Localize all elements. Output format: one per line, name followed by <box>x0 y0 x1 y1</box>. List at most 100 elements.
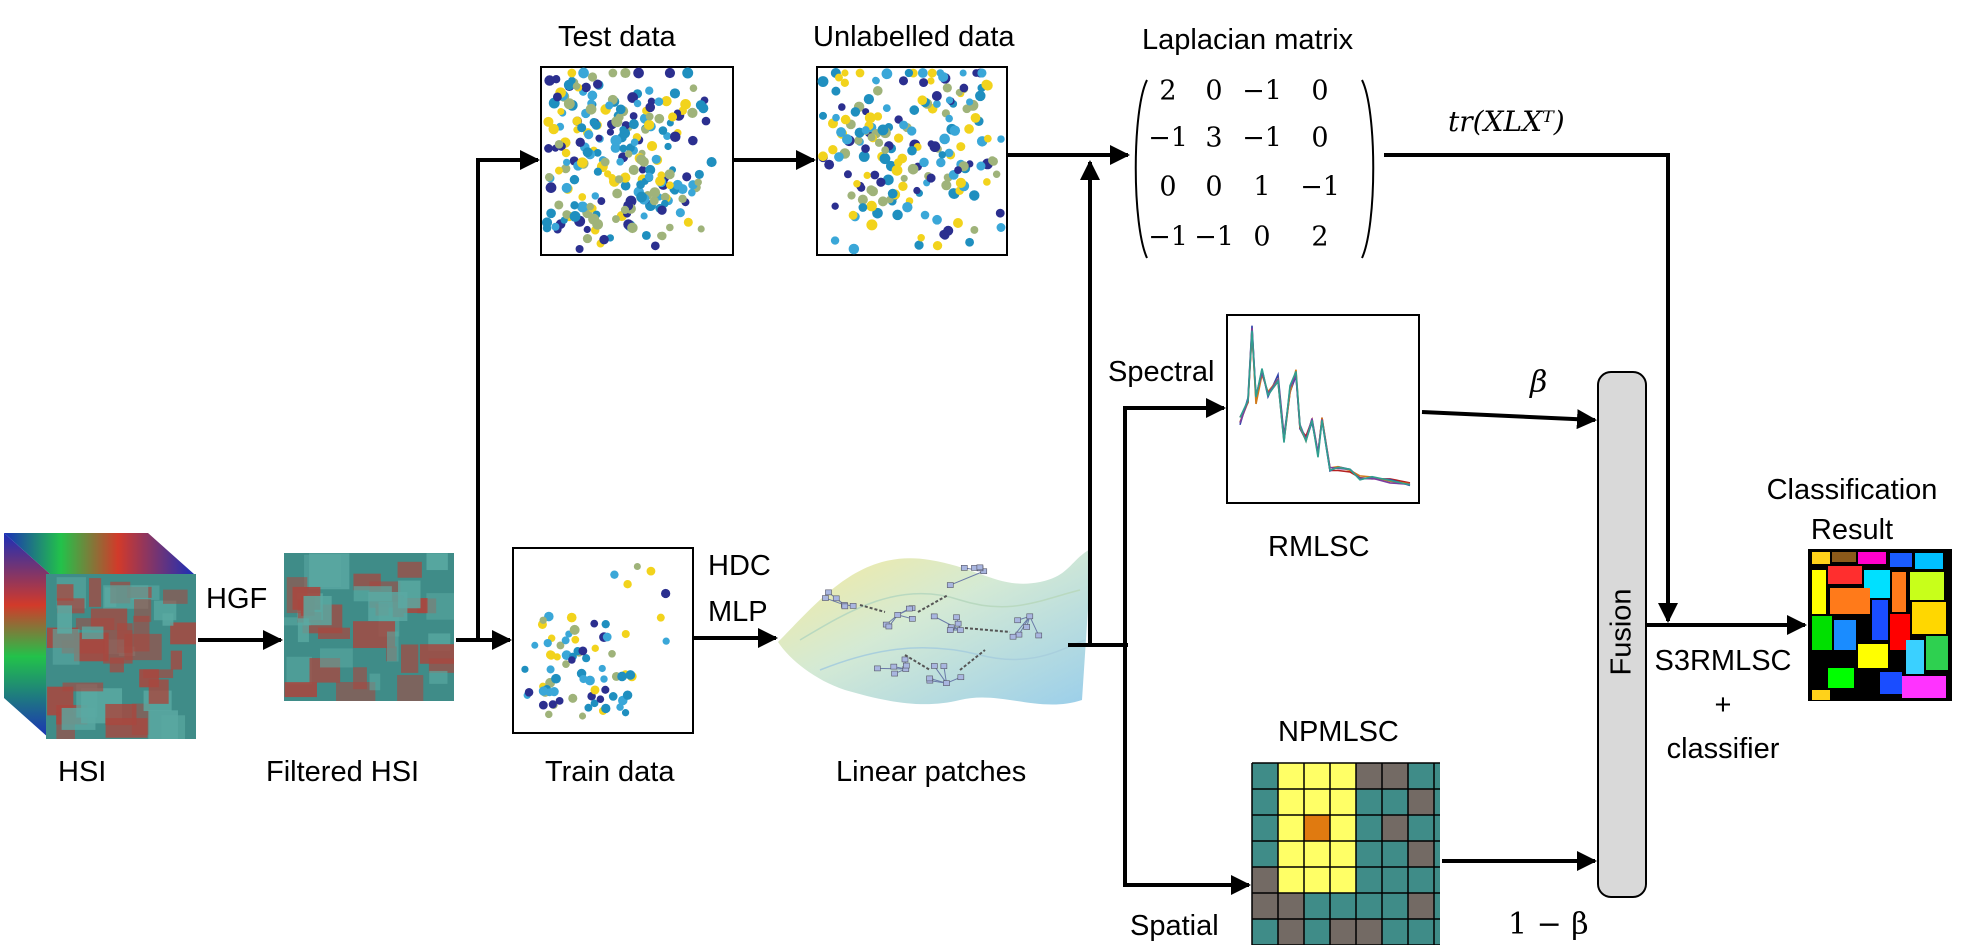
texture-patch <box>368 592 407 621</box>
scatter-point <box>627 223 637 233</box>
scatter-point <box>605 101 613 109</box>
scatter-point <box>831 236 839 244</box>
scatter-point <box>684 218 693 227</box>
scatter-point <box>965 238 974 247</box>
patch-node <box>953 615 959 620</box>
scatter-point <box>641 212 648 219</box>
class-region <box>1910 572 1944 600</box>
scatter-point <box>690 84 698 92</box>
patch-node <box>947 583 953 588</box>
matrix-entry: −1 <box>1148 123 1188 154</box>
scatter-point <box>932 215 942 225</box>
scatter-point <box>601 686 609 694</box>
scatter-point <box>907 146 917 156</box>
scatter-point <box>553 92 562 101</box>
scatter-point <box>997 223 1006 232</box>
label-laplacian-matrix: Laplacian matrix <box>1142 26 1353 55</box>
texture-patch <box>134 599 151 622</box>
grid-cell-texture <box>1278 919 1304 945</box>
scatter-point <box>698 225 705 232</box>
scatter-point <box>956 142 965 151</box>
scatter-point <box>577 123 586 132</box>
scatter-point <box>634 563 641 570</box>
scatter-point <box>907 126 916 135</box>
scatter-point <box>567 613 577 623</box>
scatter-point <box>647 141 657 151</box>
texture-patch <box>420 644 454 664</box>
scatter-point <box>933 241 942 250</box>
scatter-point <box>562 636 570 644</box>
patch-node <box>1024 624 1030 629</box>
grid-cell-neighbor <box>1278 789 1304 815</box>
grid-cell-texture <box>1252 867 1278 893</box>
scatter-point <box>584 226 591 233</box>
scatter-point <box>918 95 928 105</box>
scatter-point <box>563 159 570 166</box>
scatter-point <box>608 650 616 658</box>
scatter-point <box>960 69 967 76</box>
grid-cell-texture <box>1356 763 1382 789</box>
scatter-point <box>576 245 584 253</box>
scatter-point <box>670 88 680 98</box>
scatter-point <box>610 135 621 146</box>
scatter-point <box>602 620 610 628</box>
patch-node <box>961 565 967 570</box>
scatter-point <box>928 69 937 78</box>
scatter-point <box>687 108 697 118</box>
patch-node <box>833 596 839 601</box>
grid-cell-neighbor <box>1330 815 1356 841</box>
matrix-right-bracket <box>1362 80 1373 258</box>
scatter-point <box>831 87 840 96</box>
scatter-point <box>943 83 952 92</box>
scatter-point <box>866 201 877 212</box>
grid-cell-texture <box>1382 815 1408 841</box>
scatter-point <box>682 172 691 181</box>
scatter-point <box>682 68 693 79</box>
scatter-point <box>842 134 852 144</box>
scatter-point <box>555 167 563 175</box>
scatter-point <box>670 132 681 143</box>
grid-cell-texture <box>1408 841 1434 867</box>
scatter-point <box>568 656 576 664</box>
scatter-point <box>909 105 919 115</box>
scatter-point <box>645 87 653 95</box>
patch-node <box>977 565 983 570</box>
texture-patch <box>106 718 148 738</box>
texture-patch <box>103 630 132 663</box>
label-test-data: Test data <box>558 23 676 52</box>
class-region <box>1880 672 1902 694</box>
label-classification-line1: Classification <box>1752 476 1952 505</box>
class-region <box>1828 566 1862 584</box>
scatter-point <box>953 218 963 228</box>
scatter-point <box>551 674 561 684</box>
class-region <box>1832 552 1856 562</box>
texture-patch <box>57 605 72 633</box>
grid-cell-neighbor <box>1304 763 1330 789</box>
scatter-point <box>898 182 907 191</box>
scatter-point <box>954 166 962 174</box>
grid-cell-texture <box>1278 893 1304 919</box>
grid-cell-texture <box>1408 893 1434 919</box>
scatter-point <box>858 203 867 212</box>
scatter-point <box>960 84 969 93</box>
scatter-point <box>997 135 1004 142</box>
scatter-point <box>544 75 555 86</box>
scatter-point <box>919 78 928 87</box>
scatter-point <box>657 232 665 240</box>
scatter-point <box>554 200 563 209</box>
scatter-point <box>645 102 655 112</box>
scatter-point <box>584 704 592 712</box>
scatter-point <box>873 86 883 96</box>
scatter-point <box>981 80 991 90</box>
scatter-point <box>607 128 614 135</box>
scatter-point <box>556 697 564 705</box>
grid-cell-texture <box>1330 919 1356 945</box>
label-output-method-line1: S3RMLSC <box>1648 647 1798 676</box>
scatter-point <box>975 91 985 101</box>
scatter-point <box>623 690 632 699</box>
scatter-point <box>601 158 610 167</box>
label-hsi: HSI <box>58 758 106 787</box>
scatter-point <box>655 97 664 106</box>
rmlsc-box <box>1227 315 1419 503</box>
scatter-point <box>854 136 862 144</box>
